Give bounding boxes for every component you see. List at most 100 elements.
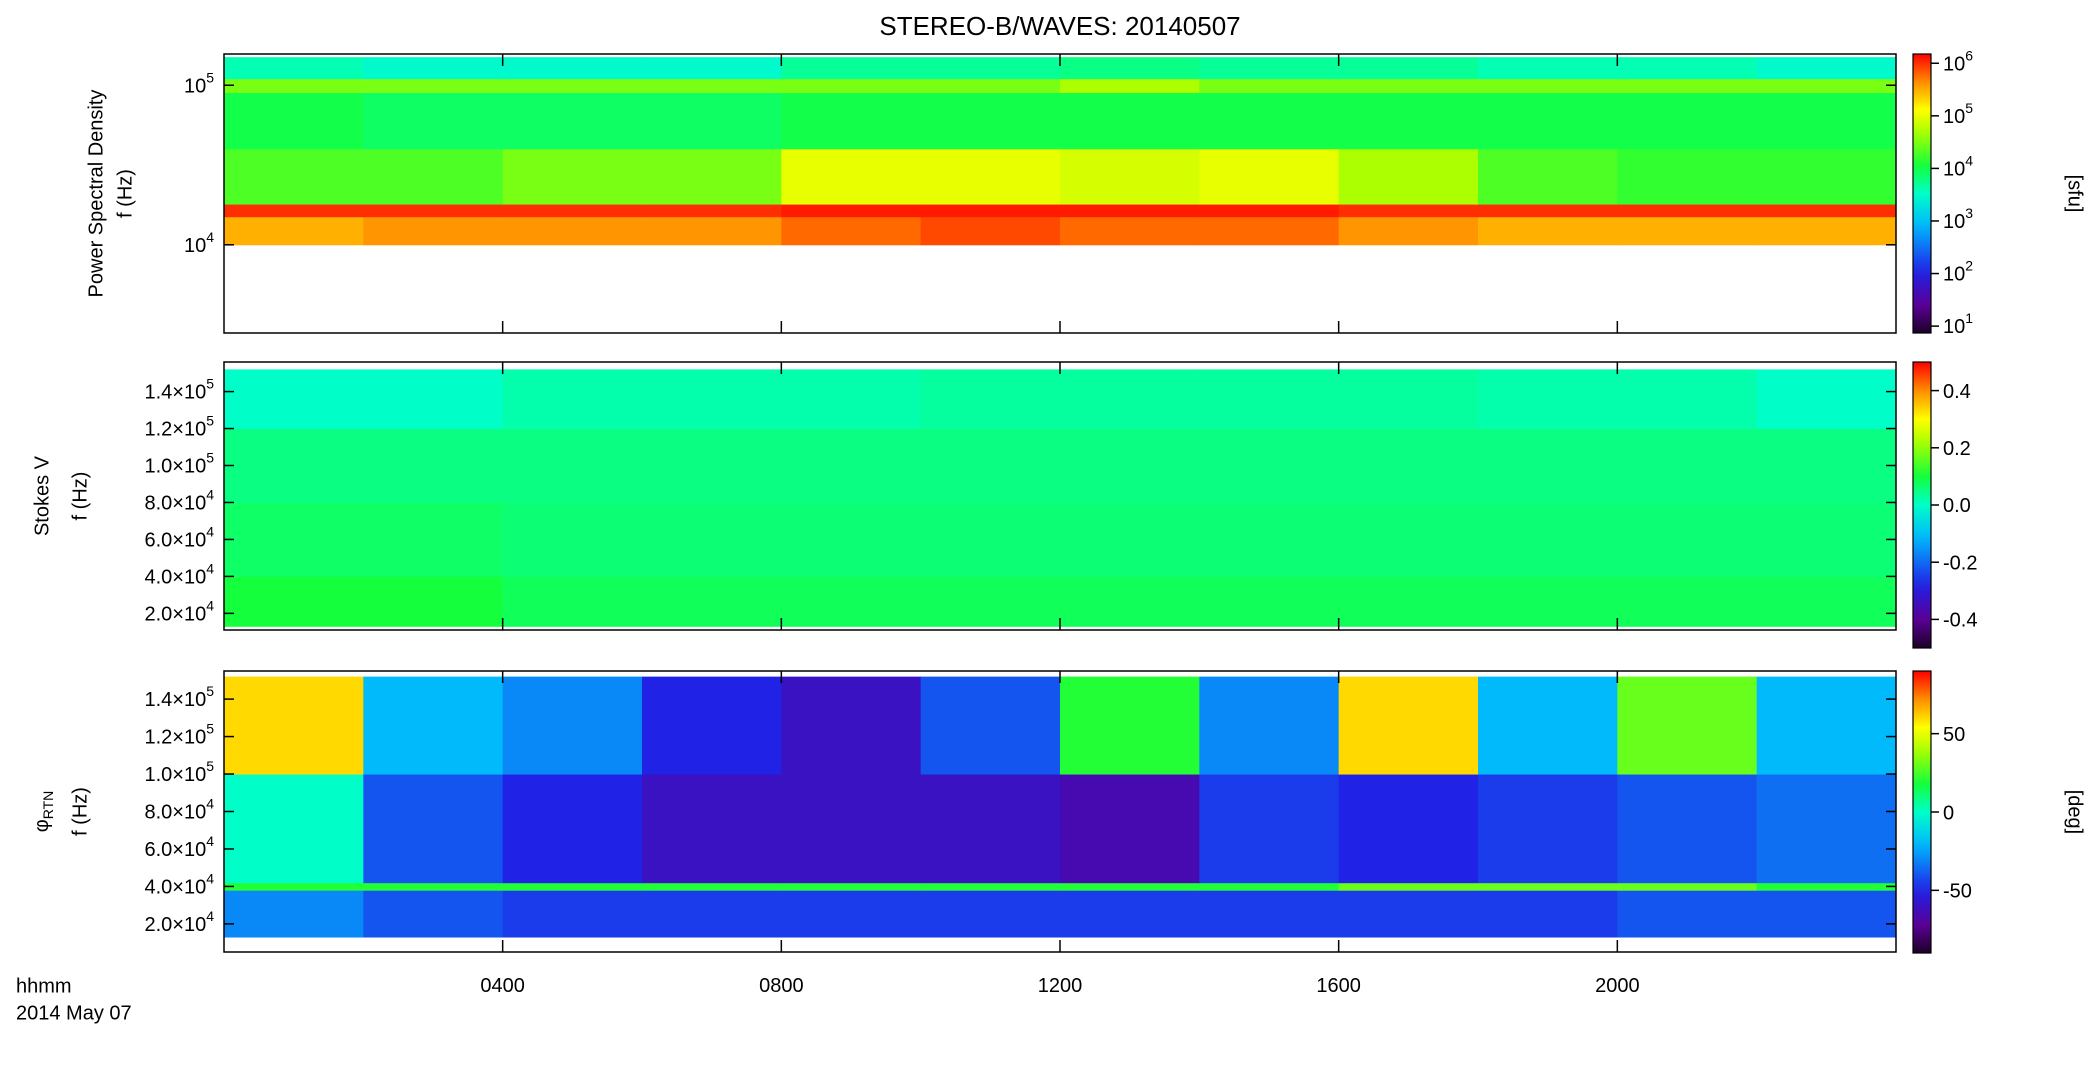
heatmap-cell xyxy=(781,890,922,938)
heatmap-cell xyxy=(1756,57,1897,80)
y-tick-label-exponent: 5 xyxy=(206,758,214,774)
heatmap-cell xyxy=(502,148,643,205)
heatmap-cell xyxy=(502,676,643,775)
heatmap-cell xyxy=(1478,369,1618,430)
heatmap-cell xyxy=(1060,676,1200,775)
heatmap-cell xyxy=(1478,148,1618,205)
heatmap-cell xyxy=(224,502,364,577)
figure-title: STEREO-B/WAVES: 20140507 xyxy=(879,11,1240,41)
heatmap-cell xyxy=(920,890,1061,938)
heatmap-cell xyxy=(920,428,1061,503)
heatmap-cell xyxy=(363,502,504,577)
heatmap-cell xyxy=(1478,57,1618,80)
heatmap-cell xyxy=(363,676,504,775)
colorbar-tick-label-exponent: 1 xyxy=(1965,310,1973,326)
heatmap-cell xyxy=(1478,502,1618,577)
colorbar-tick-label: 0.2 xyxy=(1943,438,1971,460)
heatmap-cell xyxy=(1478,774,1618,884)
heatmap-cell xyxy=(1060,576,1200,627)
heatmap-cell xyxy=(1338,890,1479,938)
heatmap-cell xyxy=(224,92,364,150)
heatmap-cell xyxy=(642,882,782,891)
heatmap-cell xyxy=(642,502,782,577)
heatmap-cell xyxy=(1338,57,1479,80)
heatmap-cell xyxy=(1617,576,1758,627)
heatmap-cell xyxy=(781,369,922,430)
heatmap-cell xyxy=(920,576,1061,627)
y-tick-label-exponent: 5 xyxy=(206,69,214,85)
y-tick-label-exponent: 4 xyxy=(206,523,214,539)
date-label: 2014 May 07 xyxy=(16,1002,132,1024)
heatmap-cell xyxy=(1060,774,1200,884)
heatmap-cell xyxy=(781,774,922,884)
heatmap-cell xyxy=(1756,148,1897,205)
heatmap-cell xyxy=(1338,428,1479,503)
heatmap-cell xyxy=(642,57,782,80)
heatmap-cell xyxy=(1617,148,1758,205)
heatmap-cell xyxy=(1199,774,1340,884)
heatmap-cell xyxy=(1338,676,1479,775)
heatmap-cell xyxy=(502,428,643,503)
y-tick-label-exponent: 5 xyxy=(206,449,214,465)
heatmap-cell xyxy=(502,890,643,938)
heatmap-cell xyxy=(502,369,643,430)
colorbar-tick-label: 104 xyxy=(1943,152,1973,181)
heatmap-cell xyxy=(1060,204,1200,218)
heatmap-cell xyxy=(363,92,504,150)
heatmap-cell xyxy=(1617,890,1758,938)
heatmap-cell xyxy=(1756,216,1897,246)
heatmap-cell xyxy=(224,576,364,627)
heatmap-cell xyxy=(502,576,643,627)
heatmap-cell xyxy=(1060,890,1200,938)
y-tick-label-base: 2.0×10 xyxy=(144,914,206,936)
heatmap-cell xyxy=(1756,428,1897,503)
heatmap-cell xyxy=(224,369,364,430)
y-tick-label-base: 4.0×10 xyxy=(144,877,206,899)
x-tick-label: 0400 xyxy=(480,975,525,997)
heatmap-cell xyxy=(224,774,364,884)
heatmap-cell xyxy=(781,882,922,891)
heatmap-cell xyxy=(1478,676,1618,775)
heatmap-cell xyxy=(1199,882,1340,891)
heatmap-cell xyxy=(1199,369,1340,430)
y-tick-label: 1.2×105 xyxy=(144,412,214,441)
heatmap-cell xyxy=(1199,92,1340,150)
y-tick-label-base: 8.0×10 xyxy=(144,802,206,824)
heatmap-cell xyxy=(1478,78,1618,94)
heatmap-cell xyxy=(1617,204,1758,218)
heatmap-cell xyxy=(920,502,1061,577)
heatmap-cell xyxy=(642,204,782,218)
colorbar-tick-label: 0.4 xyxy=(1943,381,1971,403)
heatmap-cell xyxy=(502,502,643,577)
heatmap-cell xyxy=(363,148,504,205)
heatmap-cell xyxy=(781,676,922,775)
heatmap-cell xyxy=(224,428,364,503)
y-axis-title: f (Hz) xyxy=(114,169,136,218)
x-tick-label-base: 0400 xyxy=(480,975,525,997)
colorbar-tick-label: 0 xyxy=(1943,802,1954,824)
heatmap-cell xyxy=(1756,676,1897,775)
y-tick-label-base: 1.4×10 xyxy=(144,689,206,711)
heatmap-cell xyxy=(1060,92,1200,150)
heatmap-cell xyxy=(502,774,643,884)
heatmap-cell xyxy=(224,676,364,775)
colorbar-tick-label-exponent: 2 xyxy=(1965,257,1973,273)
y-tick-label: 6.0×104 xyxy=(144,523,214,552)
y-tick-label: 2.0×104 xyxy=(144,597,214,626)
heatmap-cell xyxy=(781,148,922,205)
heatmap-cell xyxy=(1756,576,1897,627)
heatmap-cell xyxy=(920,882,1061,891)
y-tick-label: 8.0×104 xyxy=(144,795,214,824)
heatmap-cell xyxy=(920,204,1061,218)
colorbar xyxy=(1912,53,1932,334)
y-tick-label-exponent: 4 xyxy=(206,486,214,502)
colorbar-tick-label-base: 10 xyxy=(1943,106,1965,128)
colorbar-title: [deg] xyxy=(2064,790,2086,834)
y-tick-label-exponent: 4 xyxy=(206,795,214,811)
heatmap-cell xyxy=(1199,428,1340,503)
heatmap-cell xyxy=(224,204,364,218)
heatmap-cell xyxy=(781,576,922,627)
colorbar-tick-label-base: 10 xyxy=(1943,54,1965,76)
heatmap-cell xyxy=(1478,882,1618,891)
heatmap-cell xyxy=(224,216,364,246)
